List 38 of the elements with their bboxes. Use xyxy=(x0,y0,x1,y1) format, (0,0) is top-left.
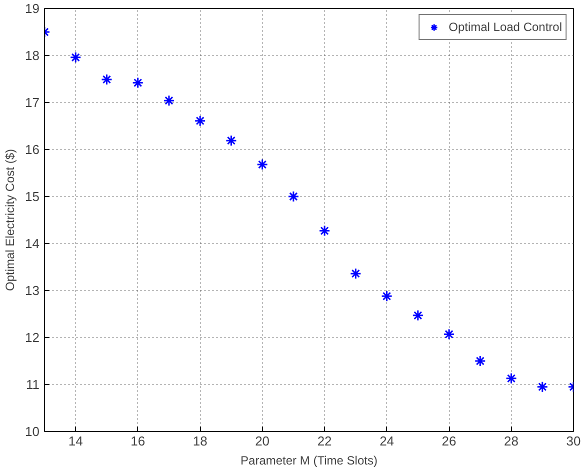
y-tick-label: 12 xyxy=(25,330,40,345)
y-tick-label: 17 xyxy=(25,95,40,110)
x-tick-label: 16 xyxy=(130,434,146,448)
legend-label: Optimal Load Control xyxy=(448,19,562,35)
x-tick-label: 18 xyxy=(192,434,208,448)
x-axis-title: Parameter M (Time Slots) xyxy=(240,454,378,468)
x-tick-label: 26 xyxy=(442,434,456,448)
x-tick-label: 20 xyxy=(255,434,270,448)
point xyxy=(443,328,455,340)
y-tick-label: 10 xyxy=(25,424,40,439)
point xyxy=(256,158,268,170)
point xyxy=(194,115,206,127)
point xyxy=(225,134,237,146)
point xyxy=(474,355,486,367)
x-tick-label: 30 xyxy=(566,434,581,448)
point xyxy=(536,381,548,393)
y-tick-label: 18 xyxy=(25,48,40,63)
point xyxy=(163,94,175,106)
y-tick-label: 16 xyxy=(25,142,40,157)
point xyxy=(100,74,112,86)
y-tick-label: 14 xyxy=(25,236,40,251)
x-tick-label: 28 xyxy=(504,434,519,448)
point xyxy=(350,268,362,280)
point xyxy=(412,310,424,322)
point xyxy=(318,225,330,237)
y-tick-label: 11 xyxy=(26,377,40,392)
point xyxy=(381,290,393,302)
point xyxy=(506,372,518,384)
y-tick-label: 15 xyxy=(25,189,40,204)
x-tick-label: 24 xyxy=(380,434,394,448)
point xyxy=(132,77,144,89)
y-tick-label: 13 xyxy=(25,283,40,298)
y-axis-title: Optimal Electricity Cost ($) xyxy=(3,148,18,292)
y-tick-label: 19 xyxy=(25,1,40,16)
x-tick-label: 14 xyxy=(68,434,83,448)
point xyxy=(70,52,82,64)
point xyxy=(288,190,300,202)
x-tick-label: 22 xyxy=(317,434,332,448)
